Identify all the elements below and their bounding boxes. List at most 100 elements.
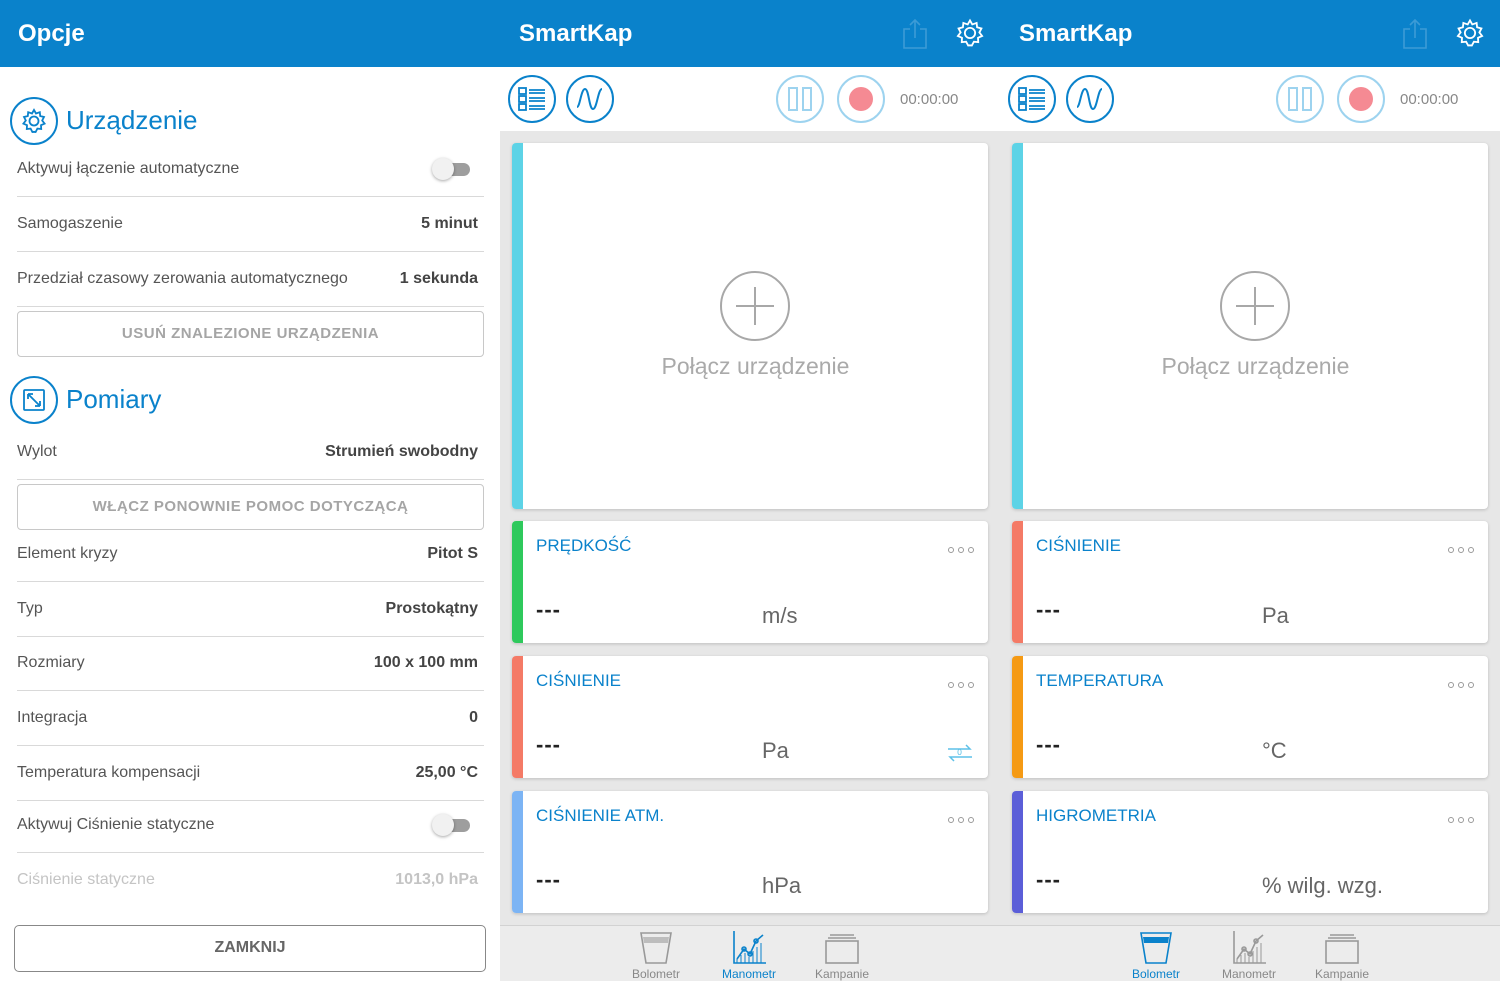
gear-icon xyxy=(10,97,58,145)
app-title: SmartKap xyxy=(519,20,633,47)
help-button[interactable]: WŁĄCZ PONOWNIE POMOC DOTYCZĄCĄ xyxy=(17,484,484,530)
measurement-card[interactable]: CIŚNIENIE ATM. --- hPa xyxy=(512,791,988,913)
size-label: Rozmiary xyxy=(17,654,85,671)
static-pressure-value: 1013,0 hPa xyxy=(395,871,478,888)
element-label: Element kryzy xyxy=(17,545,118,562)
smartkap-panel-manometer: SmartKap 00:00:00 xyxy=(500,0,1000,981)
measurement-card[interactable]: CIŚNIENIE --- Pa xyxy=(1012,521,1488,643)
nav-bolometer[interactable]: Bolometr xyxy=(1111,926,1201,981)
measurement-value: --- xyxy=(1036,732,1061,757)
measurement-name: HIGROMETRIA xyxy=(1036,806,1156,825)
element-row[interactable]: Element kryzy Pitot S xyxy=(17,527,484,582)
measurement-unit: °C xyxy=(1262,738,1287,763)
static-pressure-label: Ciśnienie statyczne xyxy=(17,871,155,888)
record-button-icon[interactable] xyxy=(837,75,885,123)
outlet-row[interactable]: Wylot Strumień swobodny xyxy=(17,425,484,480)
zero-interval-label: Przedział czasowy zerowania automatyczne… xyxy=(17,270,348,287)
integration-label: Integracja xyxy=(17,709,88,726)
chart-icon xyxy=(1233,931,1266,964)
type-row[interactable]: Typ Prostokątny xyxy=(17,582,484,637)
measurement-card[interactable]: CIŚNIENIE --- Pa 0 xyxy=(512,656,988,778)
measurement-card[interactable]: TEMPERATURA --- °C xyxy=(1012,656,1488,778)
measurement-name: CIŚNIENIE xyxy=(1036,536,1122,555)
more-options-icon[interactable] xyxy=(1448,817,1474,825)
smartkap-header: SmartKap xyxy=(500,0,1000,67)
wave-icon[interactable] xyxy=(566,75,614,123)
more-options-icon[interactable] xyxy=(948,547,974,555)
share-icon[interactable] xyxy=(902,18,928,55)
nav-manometer[interactable]: Manometr xyxy=(1204,926,1294,981)
more-options-icon[interactable] xyxy=(1448,682,1474,690)
measurement-unit: Pa xyxy=(762,738,789,763)
measurement-value: --- xyxy=(1036,597,1061,622)
nav-campaigns[interactable]: Kampanie xyxy=(1297,926,1387,981)
auto-off-value: 5 minut xyxy=(421,215,478,232)
connect-device-label: Połącz urządzenie xyxy=(1161,353,1350,379)
cup-icon xyxy=(1140,932,1172,964)
nav-bolometer[interactable]: Bolometr xyxy=(611,926,701,981)
options-title: Opcje xyxy=(18,20,85,47)
size-value: 100 x 100 mm xyxy=(373,654,478,671)
comp-temp-row[interactable]: Temperatura kompensacji 25,00 °C xyxy=(17,746,484,801)
record-timer: 00:00:00 xyxy=(1400,91,1459,108)
zero-reset-icon[interactable]: 0 xyxy=(944,740,976,771)
bottom-nav: Bolometr Manometr Kampanie xyxy=(500,925,1000,981)
share-icon[interactable] xyxy=(1402,18,1428,55)
auto-off-row[interactable]: Samogaszenie 5 minut xyxy=(17,197,484,252)
nav-manometer[interactable]: Manometr xyxy=(704,926,794,981)
static-pressure-toggle-row: Aktywuj Ciśnienie statyczne xyxy=(17,798,484,853)
integration-value: 0 xyxy=(469,709,478,726)
zero-interval-row[interactable]: Przedział czasowy zerowania automatyczne… xyxy=(17,252,484,307)
pause-button-icon[interactable] xyxy=(1276,75,1324,123)
auto-connect-label: Aktywuj łączenie automatyczne xyxy=(17,160,240,177)
smartkap-toolbar: 00:00:00 xyxy=(1000,67,1500,131)
connect-device-card[interactable]: Połącz urządzenie xyxy=(512,143,988,509)
smartkap-toolbar: 00:00:00 xyxy=(500,67,1000,131)
comp-temp-value: 25,00 °C xyxy=(415,764,478,781)
plus-icon xyxy=(1220,271,1290,341)
list-view-icon[interactable] xyxy=(508,75,556,123)
options-header: Opcje xyxy=(0,0,500,67)
plus-icon xyxy=(720,271,790,341)
measurement-value: --- xyxy=(1036,867,1061,892)
more-options-icon[interactable] xyxy=(1448,547,1474,555)
measurement-value: --- xyxy=(536,867,561,892)
outlet-value: Strumień swobodny xyxy=(325,443,478,460)
static-pressure-row: Ciśnienie statyczne 1013,0 hPa xyxy=(17,853,484,908)
settings-gear-icon[interactable] xyxy=(1454,17,1486,54)
size-row[interactable]: Rozmiary 100 x 100 mm xyxy=(17,636,484,691)
zero-interval-value: 1 sekunda xyxy=(399,270,478,287)
pause-button-icon[interactable] xyxy=(776,75,824,123)
nav-label: Manometr xyxy=(1221,967,1277,981)
measurement-name: CIŚNIENIE ATM. xyxy=(536,806,665,825)
more-options-icon[interactable] xyxy=(948,682,974,690)
folder-icon xyxy=(1325,934,1359,964)
device-section-title: Urządzenie xyxy=(66,105,198,135)
settings-gear-icon[interactable] xyxy=(954,17,986,54)
measurement-name: PRĘDKOŚĆ xyxy=(536,536,632,555)
record-timer: 00:00:00 xyxy=(900,91,959,108)
list-view-icon[interactable] xyxy=(1008,75,1056,123)
more-options-icon[interactable] xyxy=(948,817,974,825)
integration-row[interactable]: Integracja 0 xyxy=(17,691,484,746)
remove-devices-button[interactable]: USUŃ ZNALEZIONE URZĄDZENIA xyxy=(17,311,484,357)
measurement-section-header: Pomiary xyxy=(10,376,490,424)
auto-connect-toggle[interactable] xyxy=(432,158,472,180)
connect-device-card[interactable]: Połącz urządzenie xyxy=(1012,143,1488,509)
nav-campaigns[interactable]: Kampanie xyxy=(797,926,887,981)
measurement-card[interactable]: PRĘDKOŚĆ --- m/s xyxy=(512,521,988,643)
measurement-value: --- xyxy=(536,732,561,757)
record-button-icon[interactable] xyxy=(1337,75,1385,123)
static-pressure-toggle[interactable] xyxy=(432,814,472,836)
folder-icon xyxy=(825,934,859,964)
measurement-card[interactable]: HIGROMETRIA --- % wilg. wzg. xyxy=(1012,791,1488,913)
measurement-unit: % wilg. wzg. xyxy=(1262,873,1384,898)
connect-device-label: Połącz urządzenie xyxy=(661,353,850,379)
wave-icon[interactable] xyxy=(1066,75,1114,123)
close-button[interactable]: ZAMKNIJ xyxy=(14,925,486,972)
measurement-section-title: Pomiary xyxy=(66,384,162,414)
outlet-label: Wylot xyxy=(17,443,57,460)
nav-label: Manometr xyxy=(721,967,777,981)
comp-temp-label: Temperatura kompensacji xyxy=(17,764,201,781)
